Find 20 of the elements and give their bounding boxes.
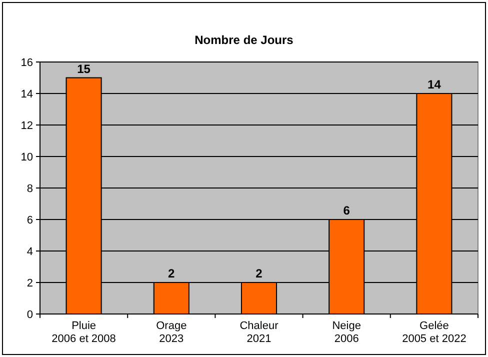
x-tick-label: Gelée 2005 et 2022 [402, 320, 466, 345]
y-tick-label: 12 [20, 120, 33, 132]
data-label: 14 [428, 78, 442, 92]
data-label: 6 [343, 204, 350, 218]
data-label: 2 [168, 266, 176, 280]
y-tick-label: 10 [20, 151, 33, 164]
y-tick-label: 0 [26, 308, 33, 321]
chart-title: Nombre de Jours [194, 33, 294, 47]
x-tick-label: Chaleur 2021 [240, 320, 279, 345]
x-tick-label: Neige 2006 [332, 320, 361, 345]
data-label: 15 [77, 62, 91, 76]
data-label: 2 [256, 266, 263, 280]
y-tick-label: 14 [20, 88, 33, 100]
y-tick-label: 2 [26, 277, 33, 290]
x-tick-label: Pluie 2006 et 2008 [52, 320, 116, 345]
y-tick-label: 8 [26, 182, 33, 195]
y-tick-label: 6 [26, 214, 33, 226]
x-tick-label: Orage 2023 [156, 320, 187, 345]
y-tick-label: 4 [26, 246, 33, 258]
y-tick-label: 16 [20, 56, 33, 69]
